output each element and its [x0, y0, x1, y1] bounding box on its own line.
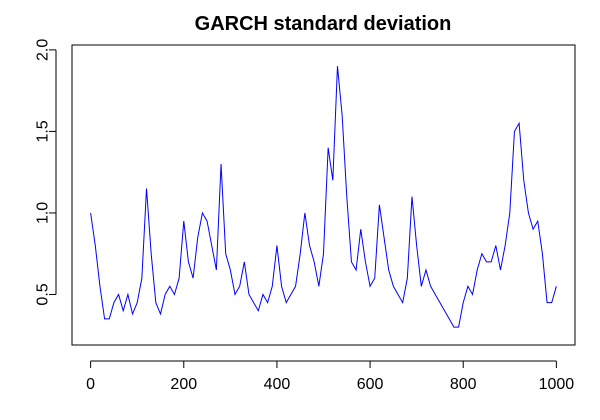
- x-tick-label: 400: [264, 376, 291, 393]
- y-tick-label: 1.0: [35, 202, 52, 224]
- plot-box: [71, 44, 576, 346]
- x-tick-label: 600: [357, 376, 384, 393]
- x-tick-label: 1000: [539, 376, 575, 393]
- x-tick-label: 800: [450, 376, 477, 393]
- y-tick-label: 0.5: [35, 283, 52, 305]
- chart-title: GARCH standard deviation: [195, 13, 452, 35]
- x-tick-label: 200: [170, 376, 197, 393]
- series-line: [90, 66, 557, 328]
- y-tick-label: 1.5: [35, 120, 52, 142]
- y-tick-label: 2.0: [35, 39, 52, 61]
- x-tick-label: 0: [86, 376, 95, 393]
